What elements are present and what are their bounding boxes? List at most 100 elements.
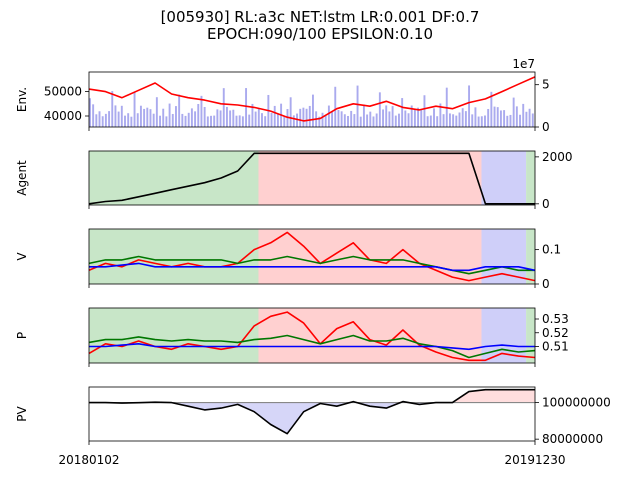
volume-bar	[382, 109, 384, 127]
panel-2	[88, 150, 539, 209]
volume-bar	[219, 110, 222, 127]
volume-bar	[95, 114, 98, 127]
volume-bar	[499, 110, 502, 127]
volume-bar	[273, 105, 276, 127]
volume-bar	[149, 109, 152, 127]
volume-bar	[254, 111, 257, 127]
volume-bar	[375, 113, 378, 127]
volume-bar	[194, 111, 197, 127]
volume-bar	[487, 108, 490, 127]
y-tick-label: 2000	[542, 150, 573, 164]
volume-bar	[531, 113, 534, 127]
volume-bar	[232, 109, 235, 127]
volume-bar	[130, 116, 133, 127]
volume-bar	[337, 109, 340, 127]
volume-bar	[436, 116, 439, 127]
panel-frame	[88, 71, 536, 128]
volume-bar	[308, 105, 311, 127]
volume-bar	[366, 114, 369, 127]
volume-bar	[200, 95, 203, 127]
series-line-2	[88, 255, 535, 275]
volume-bar	[359, 116, 362, 127]
volume-bar	[496, 107, 499, 127]
y-tick-label: 0.1	[542, 243, 561, 257]
panel-4	[88, 307, 539, 367]
volume-bar	[471, 114, 474, 127]
panel-3-region	[526, 229, 535, 284]
volume-bar	[283, 116, 286, 127]
volume-bar	[120, 105, 123, 127]
volume-bar	[184, 115, 187, 127]
volume-bar	[124, 115, 126, 127]
series-line-3	[89, 343, 535, 351]
volume-bar	[391, 106, 394, 127]
secondary-axis-multiplier: 1e7	[512, 57, 535, 71]
volume-bar	[506, 115, 509, 127]
volume-bar	[238, 115, 241, 127]
volume-bar	[305, 108, 308, 127]
volume-bar	[312, 94, 314, 127]
volume-bar	[187, 112, 190, 127]
volume-bar	[452, 114, 455, 127]
panel-2-region	[258, 151, 482, 205]
volume-bar	[139, 105, 142, 127]
volume-bar	[251, 103, 254, 127]
volume-bar	[356, 85, 359, 127]
volume-bar	[168, 103, 171, 127]
volume-bar	[372, 116, 375, 127]
y-axis-label: Agent	[15, 160, 29, 196]
volume-bar	[461, 108, 464, 127]
volume-bar	[420, 109, 423, 127]
volume-bar	[248, 114, 251, 127]
volume-bar	[165, 116, 168, 127]
chart-panels: 051e74000050000Env.02000Agent00.1V0.510.…	[15, 57, 611, 467]
volume-bar	[98, 111, 101, 127]
y-tick-label: 0	[542, 197, 550, 211]
volume-bar	[146, 107, 149, 127]
volume-bar	[343, 114, 346, 127]
series-line-1	[88, 152, 535, 205]
volume-bar	[423, 95, 426, 127]
y-tick-label: 40000	[44, 109, 82, 123]
volume-bar	[318, 116, 321, 127]
volume-bar	[480, 116, 483, 127]
volume-bar	[101, 116, 104, 127]
volume-bar	[477, 116, 480, 127]
volume-bar	[385, 105, 388, 127]
volume-bar	[136, 113, 139, 127]
volume-bar	[175, 106, 177, 127]
volume-bar	[378, 92, 381, 127]
x-tick-label-end: 20191230	[504, 453, 565, 467]
panel-4-region	[258, 308, 482, 363]
volume-bar	[331, 111, 334, 127]
volume-bar	[171, 113, 174, 127]
panel-frame	[88, 386, 536, 442]
volume-bar	[264, 116, 267, 127]
panel-frame	[88, 228, 536, 285]
volume-bar	[327, 105, 330, 127]
volume-bar	[155, 97, 158, 127]
volume-bar	[484, 115, 486, 127]
volume-bar	[362, 104, 365, 127]
panel-2-region	[89, 151, 259, 205]
series-line-1	[88, 76, 536, 122]
panel-5	[88, 386, 539, 445]
y-tick-label: 80000000	[542, 432, 603, 446]
volume-bar	[210, 115, 212, 127]
y-tick-label: 0.53	[542, 312, 569, 326]
volume-bar	[127, 113, 130, 127]
y-tick-label: 0.51	[542, 340, 569, 354]
volume-bar	[324, 115, 327, 127]
volume-bar	[468, 85, 471, 127]
volume-bar	[321, 112, 324, 127]
y-axis-label: Env.	[15, 87, 29, 112]
volume-bar	[407, 113, 410, 127]
volume-bar	[299, 108, 302, 127]
volume-bar	[229, 110, 232, 127]
volume-bar	[302, 107, 305, 127]
volume-bar	[388, 111, 391, 127]
volume-bar	[257, 108, 260, 127]
y-tick-label: 0.52	[542, 326, 569, 340]
volume-bar	[522, 103, 525, 127]
